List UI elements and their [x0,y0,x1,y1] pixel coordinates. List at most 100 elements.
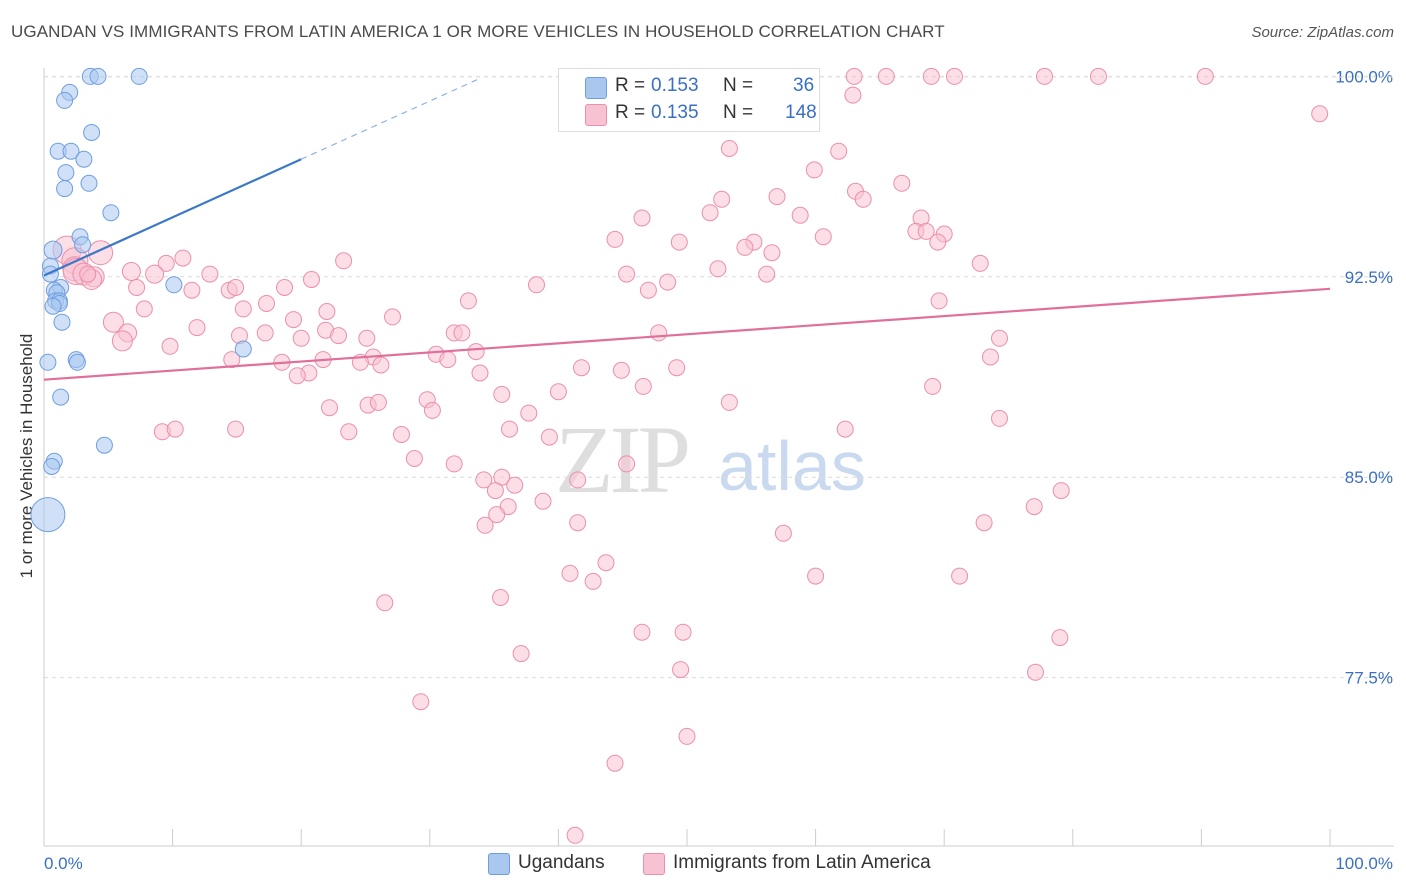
latin-america-point [471,364,489,382]
latin-america-point [672,661,690,679]
ugandans-point [95,436,113,454]
latin-america-point [412,693,430,711]
latin-america-point [475,471,493,489]
latin-america-point [520,404,538,422]
latin-america-point [930,292,948,310]
r-label: R = [615,75,646,96]
ugandans-point [80,174,98,192]
latin-america-point [467,343,485,361]
latin-america-point [227,279,245,296]
latin-america-point [321,399,338,417]
latin-america-point [791,206,809,224]
latin-america-point [358,329,376,347]
latin-america-point [445,455,463,473]
bottom-legend-label: Immigrants from Latin America [673,852,931,873]
bottom-legend-swatch-ugandans [488,853,510,875]
latin-america-point [1052,482,1070,500]
latin-america-point [566,826,584,844]
latin-america-point [1090,67,1107,85]
latin-america-point [145,264,165,284]
ugandans-point [43,458,61,475]
latin-america-point [258,295,275,312]
latin-america-point [701,204,719,222]
latin-america-point [335,252,353,270]
latin-america-point [618,265,636,283]
latin-america-point [854,190,872,208]
latin-america-point [256,324,274,342]
latin-america-point [713,190,731,208]
latin-america-point [376,594,394,612]
latin-america-point [384,308,401,326]
latin-america-point [340,423,358,441]
y-tick-label: 77.5% [1345,669,1393,688]
latin-america-point [584,572,602,590]
source-credit: Source: ZipAtlas.com [1251,24,1394,41]
latin-america-point [670,233,688,251]
bottom-legend-label: Ugandans [518,852,605,873]
y-tick-label: 85.0% [1345,468,1393,487]
ugandans-trendline [43,158,302,277]
latin-america-point [1196,67,1214,85]
latin-america-trendline [43,287,1331,381]
ugandans-point [39,353,57,371]
chart-title: UGANDAN VS IMMIGRANTS FROM LATIN AMERICA… [11,22,945,41]
legend-swatch-latin-america [585,104,607,126]
latin-america-point [877,67,895,85]
latin-america-point [1025,498,1043,516]
latin-america-point [493,385,511,403]
n-value: 36 [793,75,815,96]
latin-america-point [618,455,636,473]
x-tick-label-min: 0.0% [44,854,83,873]
ugandans-point [234,340,252,358]
latin-america-point [369,393,387,411]
x-tick-label-max: 100.0% [1335,854,1393,873]
ugandans-point [89,67,107,85]
latin-america-point [814,228,832,246]
latin-america-point [488,506,506,524]
latin-america-point [975,514,993,532]
latin-america-point [924,377,942,395]
latin-america-point [971,254,989,272]
bottom-legend-swatch-latin-america [643,853,665,875]
latin-america-point [227,420,245,438]
latin-america-point [157,254,175,272]
correlation-legend: R = 0.153 N = 36 R = 0.135 N = 148 [558,68,820,132]
ugandans-point [30,497,66,533]
r-value: 0.135 [651,102,699,123]
latin-america-point [720,393,738,411]
latin-america-point [234,300,252,318]
latin-america-point [639,281,657,299]
latin-america-point [111,330,133,352]
ugandans-trendline-extension [300,77,482,160]
latin-america-point [405,450,423,467]
latin-america-point [166,420,184,438]
latin-america-point [528,276,545,294]
latin-america-point [1051,629,1069,647]
latin-america-point [634,377,652,395]
latin-america-point [606,754,624,772]
latin-america-point [922,67,940,85]
latin-america-point [439,351,457,369]
latin-america-point [893,174,911,192]
latin-america-point [393,426,410,443]
latin-america-point [459,292,477,310]
latin-america-point [991,409,1008,427]
latin-america-point [569,471,587,489]
ugandans-point [83,124,101,141]
ugandans-point [57,164,75,182]
latin-america-point [678,727,696,745]
ugandans-point [44,297,62,315]
latin-america-point [982,348,999,366]
latin-america-point [736,238,754,256]
latin-america-point [135,300,153,318]
n-label: N = [723,75,754,96]
latin-america-point [549,383,567,401]
latin-america-point [540,428,558,446]
latin-america-point [188,319,206,337]
latin-america-point [1027,663,1044,681]
latin-america-point [318,303,336,320]
y-tick-label: 92.5% [1345,268,1393,287]
latin-america-point [276,279,293,296]
latin-america-point [650,324,668,342]
latin-america-point [830,142,848,160]
